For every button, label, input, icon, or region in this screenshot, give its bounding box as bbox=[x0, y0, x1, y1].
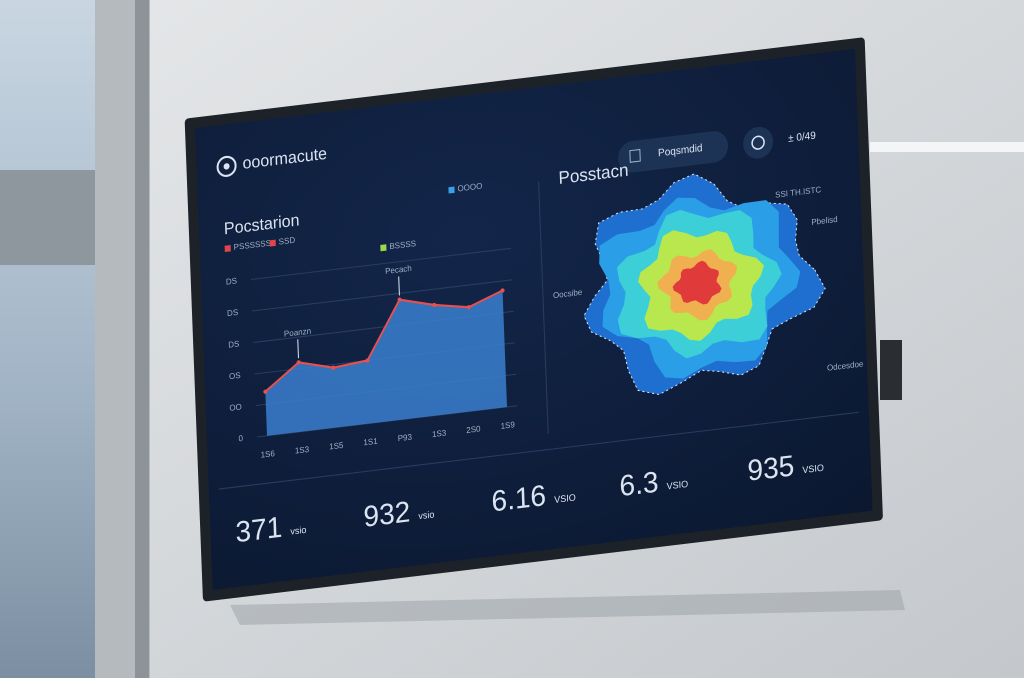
point bbox=[331, 365, 336, 370]
stat-value: 932 bbox=[363, 496, 411, 534]
y-tick-label: DS bbox=[228, 339, 240, 350]
x-tick-label: 1S9 bbox=[500, 420, 515, 431]
legend-swatch bbox=[269, 239, 276, 247]
icon-button[interactable] bbox=[743, 125, 774, 160]
x-tick-label: 1S3 bbox=[432, 428, 447, 439]
button-label[interactable]: Poqsmdid bbox=[658, 143, 703, 160]
legend-label: SSD bbox=[279, 236, 296, 247]
stat-unit: VSIO bbox=[554, 492, 576, 505]
legend-swatch bbox=[380, 244, 387, 252]
heat-layer bbox=[672, 260, 722, 305]
x-tick-label: 1S1 bbox=[363, 437, 378, 448]
window bbox=[0, 0, 100, 678]
heat-label: Oocsibe bbox=[553, 288, 583, 301]
legend-swatch bbox=[224, 245, 231, 253]
stat-value: 935 bbox=[747, 450, 795, 488]
logo-icon bbox=[223, 163, 230, 170]
point bbox=[263, 389, 268, 394]
divider bbox=[538, 181, 549, 434]
area bbox=[265, 290, 508, 436]
stat-unit: VSIO bbox=[666, 479, 688, 492]
x-tick-label: 1S6 bbox=[260, 449, 275, 460]
grid-line bbox=[250, 247, 512, 281]
shadow bbox=[230, 590, 905, 625]
annotation-line bbox=[398, 276, 400, 296]
x-tick-label: 1S3 bbox=[295, 445, 310, 456]
y-tick-label: OS bbox=[229, 371, 241, 382]
x-tick-label: 2S0 bbox=[466, 424, 481, 435]
y-tick-label: 0 bbox=[238, 434, 243, 444]
divider bbox=[218, 411, 859, 490]
point bbox=[466, 305, 471, 310]
legend-label: OOOO bbox=[457, 181, 482, 193]
shelf bbox=[870, 142, 1024, 152]
point bbox=[432, 302, 437, 308]
annotation: Poanzn bbox=[284, 326, 312, 338]
y-tick-label: OO bbox=[229, 402, 242, 413]
tv: ooormacute Poqsmdid ± 0/49 SSI TH.ISTC P… bbox=[184, 37, 883, 602]
x-tick-label: P93 bbox=[398, 432, 413, 443]
heat-label: Odcesdoe bbox=[827, 359, 864, 373]
legend-label: BSSSS bbox=[389, 239, 416, 251]
status: ± 0/49 bbox=[788, 130, 816, 145]
annotation: Pecach bbox=[385, 264, 412, 276]
stat-value: 6.3 bbox=[619, 466, 659, 503]
y-tick-label: DS bbox=[227, 308, 239, 319]
logo-icon bbox=[216, 155, 237, 177]
button-icon bbox=[629, 148, 641, 163]
point bbox=[365, 358, 370, 363]
point bbox=[296, 360, 301, 365]
legend-label: PSSSSSS bbox=[234, 238, 272, 252]
point bbox=[397, 297, 402, 302]
button[interactable] bbox=[617, 130, 729, 175]
grid-line bbox=[252, 279, 513, 312]
x-tick-label: 1S5 bbox=[329, 441, 344, 452]
mount bbox=[880, 340, 902, 400]
annotation-line bbox=[297, 339, 299, 359]
stat-value: 371 bbox=[235, 511, 283, 549]
window-frame bbox=[135, 0, 149, 678]
line bbox=[264, 289, 503, 393]
icon bbox=[751, 135, 765, 150]
heat-label: Pbelisd bbox=[811, 215, 838, 227]
point bbox=[500, 288, 505, 293]
stat-value: 6.16 bbox=[491, 480, 547, 519]
stat-unit: VSIO bbox=[802, 462, 824, 475]
legend-swatch bbox=[448, 186, 455, 194]
y-tick-label: DS bbox=[226, 276, 238, 287]
stat-unit: vsio bbox=[418, 509, 434, 521]
stat-unit: vsio bbox=[290, 525, 306, 537]
